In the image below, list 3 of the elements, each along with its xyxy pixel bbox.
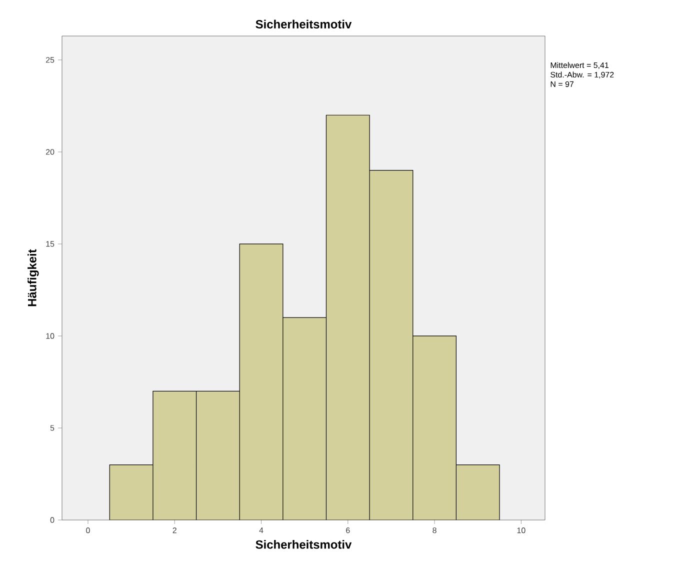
chart-title: Sicherheitsmotiv	[256, 20, 352, 28]
x-axis-title: Sicherheitsmotiv	[256, 540, 352, 549]
y-axis-title: Häufigkeit	[28, 249, 39, 306]
